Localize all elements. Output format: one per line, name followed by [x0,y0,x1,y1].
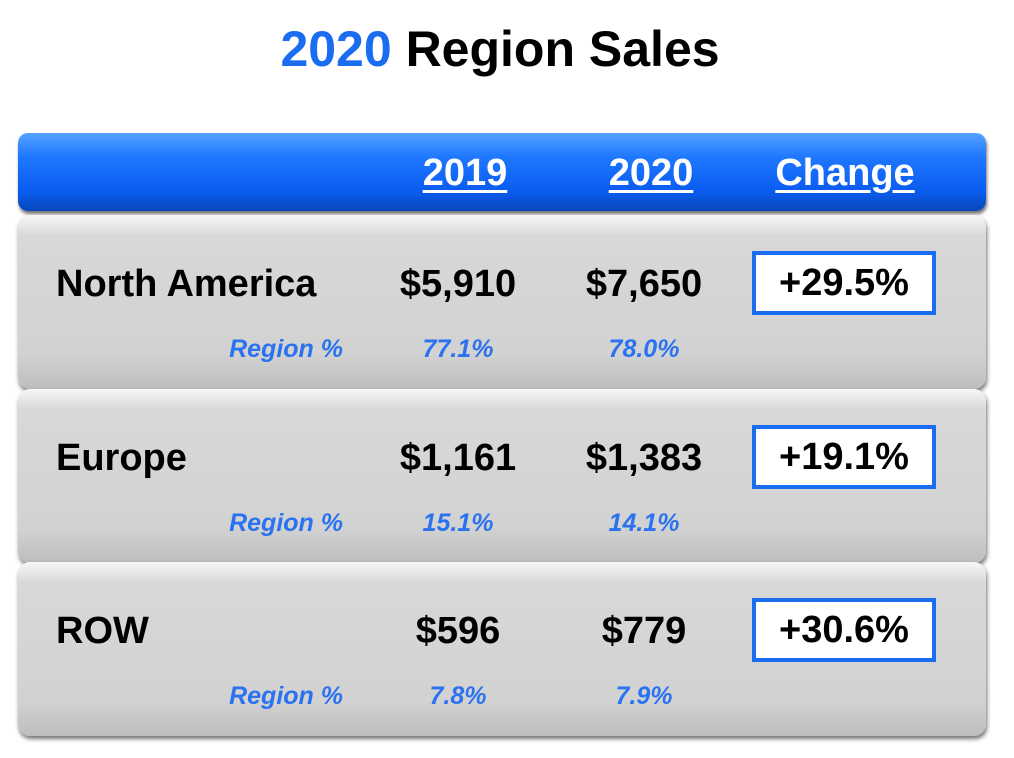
table-row-north-america: North America $5,910 $7,650 +29.5% Regio… [18,215,986,389]
change-box: +29.5% [752,251,936,315]
table-header-bar [18,133,986,211]
value-2019: $596 [415,610,501,652]
table-row-row: ROW $596 $779 +30.6% Region % 7.8% 7.9% [18,562,986,736]
region-name: Europe [56,437,187,479]
value-2020: $779 [601,610,687,652]
pct-2019: 15.1% [422,509,494,537]
header-change: Change [775,152,915,194]
value-2020: $1,383 [585,437,703,479]
pct-2020: 14.1% [608,509,680,537]
pct-2020: 78.0% [608,335,680,363]
page-title: 2020 Region Sales [0,20,1000,78]
pct-2020: 7.9% [615,682,673,710]
table-row-europe: Europe $1,161 $1,383 +19.1% Region % 15.… [18,389,986,563]
change-box: +19.1% [752,425,936,489]
header-2019: 2019 [422,152,508,194]
title-text: Region Sales [391,21,720,77]
region-pct-label: Region % [229,682,343,710]
region-pct-label: Region % [229,335,343,363]
pct-2019: 77.1% [422,335,494,363]
header-2020: 2020 [608,152,694,194]
change-box: +30.6% [752,598,936,662]
region-name: ROW [56,610,149,652]
value-2019: $1,161 [399,437,517,479]
region-pct-label: Region % [229,509,343,537]
pct-2019: 7.8% [429,682,487,710]
value-2019: $5,910 [399,263,517,305]
region-name: North America [56,263,317,305]
value-2020: $7,650 [585,263,703,305]
title-year: 2020 [280,21,392,77]
